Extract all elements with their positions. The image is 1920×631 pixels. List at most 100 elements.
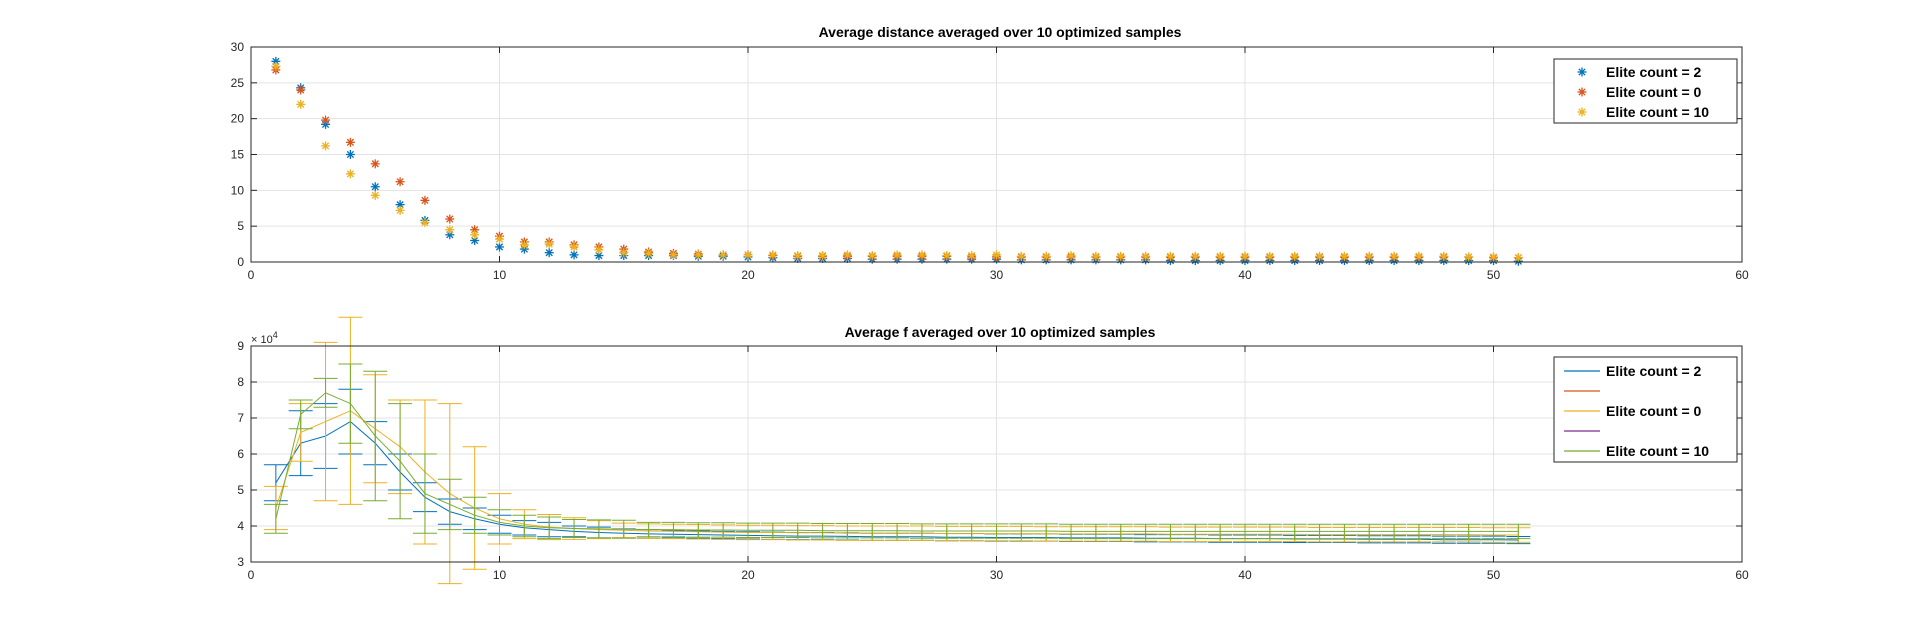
x-tick-label: 10 bbox=[493, 268, 507, 282]
x-tick-label: 10 bbox=[493, 568, 507, 582]
legend-label: Elite count = 10 bbox=[1606, 104, 1709, 120]
y-scale-exponent: 4 bbox=[273, 330, 278, 340]
asterisk-stroke bbox=[719, 251, 727, 259]
data-point bbox=[842, 250, 852, 260]
data-point bbox=[345, 169, 355, 179]
data-point bbox=[1091, 251, 1101, 261]
x-tick-label: 60 bbox=[1735, 268, 1749, 282]
asterisk-stroke bbox=[1390, 252, 1398, 260]
data-point bbox=[1215, 251, 1225, 261]
f-value-chart-axes-box bbox=[250, 345, 1743, 563]
data-point bbox=[1290, 251, 1300, 261]
series-3 bbox=[263, 363, 1531, 540]
asterisk-stroke bbox=[1266, 252, 1274, 260]
x-tick-label: 20 bbox=[741, 268, 755, 282]
f-value-chart-marks bbox=[263, 316, 1531, 585]
asterisk-stroke bbox=[321, 142, 330, 150]
data-point bbox=[395, 177, 405, 187]
y-tick-label: 5 bbox=[237, 219, 244, 233]
y-tick-label: 30 bbox=[231, 40, 245, 54]
f-value-chart-title: Average f averaged over 10 optimized sam… bbox=[845, 324, 1156, 340]
y-tick-label: 6 bbox=[237, 447, 244, 461]
asterisk-stroke bbox=[595, 246, 603, 254]
data-point bbox=[569, 250, 579, 260]
series-3 bbox=[271, 61, 1523, 263]
data-point bbox=[296, 85, 306, 95]
asterisk-stroke bbox=[421, 196, 429, 205]
data-point bbox=[1339, 251, 1349, 261]
data-point bbox=[1265, 251, 1275, 261]
asterisk-stroke bbox=[346, 138, 355, 146]
data-point bbox=[1315, 251, 1325, 261]
data-point bbox=[1464, 252, 1474, 262]
data-point bbox=[519, 240, 529, 250]
asterisk-stroke bbox=[495, 235, 504, 243]
x-tick-label: 0 bbox=[248, 268, 255, 282]
data-point bbox=[495, 242, 504, 252]
y-tick-label: 25 bbox=[231, 76, 245, 90]
data-point bbox=[942, 251, 952, 261]
asterisk-stroke bbox=[818, 251, 827, 260]
asterisk-stroke bbox=[396, 201, 404, 209]
distance-chart-legend: Elite count = 2 Elite count = 0 Elite coun… bbox=[1553, 58, 1738, 124]
data-point bbox=[370, 190, 380, 200]
asterisk-stroke bbox=[992, 251, 1001, 259]
data-point bbox=[345, 137, 355, 147]
asterisk-stroke bbox=[371, 191, 379, 199]
data-point bbox=[992, 250, 1001, 260]
asterisk-stroke bbox=[694, 251, 702, 259]
y-tick-label: 5 bbox=[237, 483, 244, 497]
x-tick-label: 30 bbox=[990, 268, 1004, 282]
asterisk-stroke bbox=[297, 86, 305, 94]
asterisk-stroke bbox=[1017, 252, 1025, 260]
legend-label: Elite count = 0 bbox=[1606, 403, 1702, 419]
data-point bbox=[867, 251, 877, 261]
data-point bbox=[967, 251, 977, 261]
asterisk-stroke bbox=[1340, 252, 1349, 260]
legend-label: Elite count = 2 bbox=[1606, 64, 1702, 80]
asterisk-stroke bbox=[744, 251, 752, 259]
asterisk-stroke bbox=[893, 251, 901, 259]
asterisk-stroke bbox=[1117, 252, 1125, 260]
data-point bbox=[445, 225, 455, 235]
asterisk-stroke bbox=[943, 251, 951, 260]
legend-marker bbox=[1577, 67, 1587, 77]
data-point bbox=[1439, 251, 1449, 261]
data-point bbox=[1165, 251, 1175, 261]
data-point bbox=[1066, 251, 1076, 261]
data-point bbox=[345, 150, 355, 159]
x-tick-label: 50 bbox=[1487, 568, 1501, 582]
legend-label: Elite count = 10 bbox=[1606, 443, 1709, 459]
asterisk-stroke bbox=[371, 183, 379, 191]
data-point bbox=[445, 214, 455, 224]
data-point bbox=[619, 248, 629, 258]
y-tick-label: 3 bbox=[237, 555, 244, 569]
asterisk-stroke bbox=[1440, 252, 1448, 260]
data-point bbox=[1041, 251, 1051, 261]
asterisk-stroke bbox=[1042, 252, 1050, 260]
asterisk-stroke bbox=[1578, 68, 1586, 76]
data-point bbox=[544, 248, 554, 258]
asterisk-stroke bbox=[794, 251, 802, 260]
data-point bbox=[420, 195, 430, 205]
asterisk-stroke bbox=[1514, 254, 1522, 262]
legend-label: Elite count = 0 bbox=[1606, 84, 1702, 100]
asterisk-stroke bbox=[595, 251, 603, 260]
y-tick-label: 10 bbox=[231, 183, 245, 197]
x-tick-label: 30 bbox=[990, 568, 1004, 582]
data-point bbox=[668, 250, 678, 260]
series-line bbox=[275, 392, 1519, 532]
y-axis-scale-multiplier: × 104 bbox=[251, 330, 278, 346]
data-point bbox=[793, 251, 803, 261]
data-point bbox=[321, 115, 331, 125]
asterisk-stroke bbox=[520, 241, 528, 249]
data-point bbox=[420, 218, 430, 228]
data-point bbox=[321, 141, 331, 151]
legend-box bbox=[1553, 356, 1738, 463]
asterisk-stroke bbox=[321, 116, 330, 124]
data-point bbox=[594, 245, 604, 255]
asterisk-stroke bbox=[1191, 252, 1199, 260]
asterisk-stroke bbox=[371, 160, 379, 168]
data-point bbox=[395, 200, 405, 210]
